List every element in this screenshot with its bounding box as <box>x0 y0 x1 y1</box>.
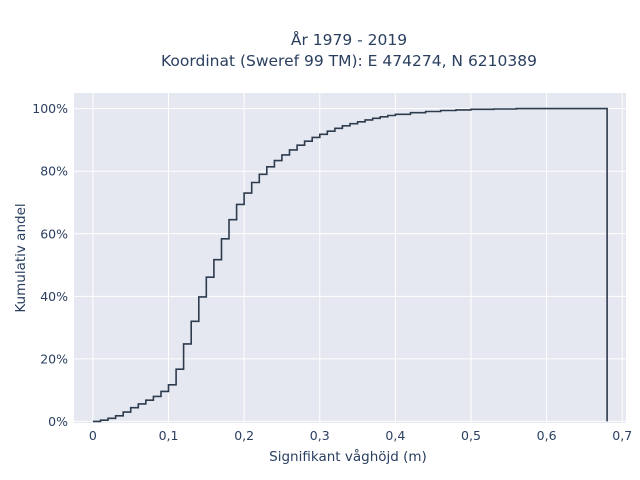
x-tick-label: 0,5 <box>461 428 481 443</box>
grid-lines <box>74 93 626 423</box>
y-tick-label: 0% <box>48 414 68 429</box>
chart-title-line-1: År 1979 - 2019 <box>291 30 407 49</box>
x-tick-label: 0 <box>89 428 97 443</box>
x-tick-label: 0,4 <box>385 428 405 443</box>
y-tick-label: 100% <box>32 101 68 116</box>
y-axis-ticks: 0% 20% 40% 60% 80% 100% <box>32 101 68 429</box>
x-tick-label: 0,2 <box>234 428 254 443</box>
data-layer <box>92 107 608 423</box>
y-tick-label: 20% <box>40 351 68 366</box>
chart-title-line-2: Koordinat (Sweref 99 TM): E 474274, N 62… <box>161 52 537 70</box>
x-tick-label: 0,1 <box>159 428 179 443</box>
x-tick-label: 0,7 <box>612 428 632 443</box>
x-axis-ticks: 0 0,1 0,2 0,3 0,4 0,5 0,6 0,7 <box>89 428 632 443</box>
y-tick-label: 60% <box>40 226 68 241</box>
y-tick-label: 80% <box>40 164 68 179</box>
x-tick-label: 0,3 <box>310 428 330 443</box>
x-tick-label: 0,6 <box>537 428 557 443</box>
y-axis-title: Kumulativ andel <box>13 203 29 312</box>
x-axis-title: Signifikant våghöjd (m) <box>269 448 427 465</box>
plot-area <box>74 93 626 423</box>
y-tick-label: 40% <box>40 289 68 304</box>
ecdf-step-line <box>92 107 608 423</box>
